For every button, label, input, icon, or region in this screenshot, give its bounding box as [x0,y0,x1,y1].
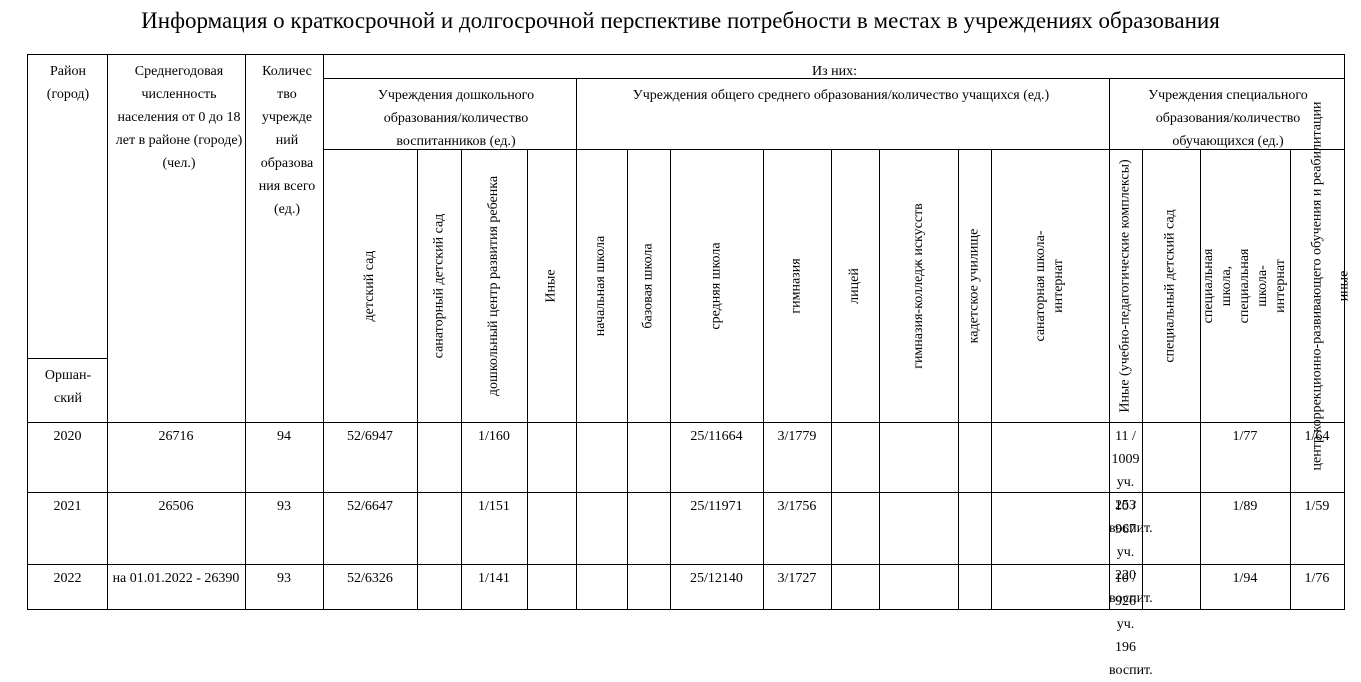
cell-value: 11 / 1009 уч. 253 воспит. [1109,429,1153,536]
hline-row-1 [28,492,1344,493]
cell-value: 52/6647 [347,499,393,514]
cell-count: 93 [277,499,291,514]
column-header-6: базовая школа [627,150,670,422]
vline-main-1 [245,55,246,609]
column-header-label: гимназия-колледж искусств [910,203,926,369]
column-header-4: Иные [527,150,576,422]
header-group-special: Учреждения специального образования/коли… [1148,88,1308,149]
column-header-label: гимназия [788,258,804,314]
cell-value: 25/12140 [690,571,743,586]
cell-value: 1/76 [1304,571,1330,586]
cell-value: 3/1756 [777,499,817,514]
column-header-label: специальный детский сад [1163,209,1179,363]
cell-value: 1/160 [478,429,510,444]
cell-value: 1/151 [478,499,510,514]
column-header-3: дошкольный центр развития ребенка [461,150,527,422]
vline-main-0 [107,55,108,609]
column-header-5: начальная школа [576,150,627,422]
vline-col-12 [1142,149,1143,609]
cell-value: 25/11664 [690,429,743,444]
cell-count: 93 [277,571,291,586]
vline-group-0 [576,78,577,609]
cell-value: 10 / 926 уч. 196 воспит. [1109,571,1153,678]
header-institution-count: Количес тво учрежде ний образова ния все… [258,64,316,217]
education-places-table: Район (город) Оршан-ский Среднегодовая ч… [27,54,1351,678]
column-header-15: специальная школа, специальная школа-инт… [1200,150,1290,422]
cell-year: 2021 [53,499,82,514]
cell-value: 10 / 967 уч. 220 воспит. [1109,499,1153,606]
column-header-label: санаторный детский сад [431,213,446,359]
cell-population: на 01.01.2022 - 26390 [112,571,240,586]
cell-population: 26506 [158,499,194,514]
vline-col-7 [831,149,832,609]
cell-value: 1/141 [478,571,510,586]
column-header-11: кадетское училище [958,150,991,422]
column-header-label: лицей [847,268,862,304]
hline-row-2 [28,564,1344,565]
cell-value: 3/1779 [777,429,817,444]
header-of-them: Из них: [811,64,857,79]
vline-col-1 [461,149,462,609]
vline-col-10 [991,149,992,609]
column-header-label: детский сад [362,250,377,322]
cell-value: 25/11971 [690,499,743,514]
header-group-general: Учреждения общего среднего образования/к… [632,88,1050,103]
header-population: Среднегодовая численность населения от 0… [115,64,243,171]
column-header-label: Иные (учебно-педагогические комплексы) [1117,159,1133,413]
column-header-1: детский сад [323,150,417,422]
cell-value: 1/77 [1232,429,1258,444]
column-header-label: центр коррекционно-развивающего обучения… [1309,101,1324,471]
column-header-7: средняя школа [670,150,763,422]
vline-col-0 [417,149,418,609]
header-district-name: Оршан-ский [44,368,92,406]
column-header-8: гимназия [763,150,831,422]
header-district: Район (город) [46,64,90,102]
cell-value: 1/59 [1304,499,1330,514]
column-header-label: кадетское училище [966,228,982,344]
column-header-2: санаторный детский сад [417,150,461,422]
cell-year: 2022 [53,571,82,586]
column-header-12: санаторная школа-интернат [991,150,1109,422]
vline-col-6 [763,149,764,609]
vline-col-9 [958,149,959,609]
vline-group-1 [1109,78,1110,609]
vline-col-13 [1200,149,1201,609]
column-header-label: начальная школа [593,235,609,337]
column-header-label: иные [1336,270,1352,302]
column-header-14: специальный детский сад [1142,150,1200,422]
hline-district [28,358,107,359]
column-header-label: дошкольный центр развития ребенка [486,175,501,397]
hline-groups [323,149,1344,150]
vline-col-8 [879,149,880,609]
column-header-9: лицей [831,150,879,422]
cell-value: 1/64 [1304,429,1330,444]
page-title: Информация о краткосрочной и долгосрочно… [141,8,1220,33]
cell-population: 26716 [158,429,194,444]
header-group-preschool: Учреждения дошкольного образования/колич… [377,88,535,149]
hline-row-0 [28,422,1344,423]
cell-count: 94 [277,429,291,444]
vline-main-2 [323,55,324,609]
cell-value: 52/6947 [347,429,393,444]
vline-col-4 [627,149,628,609]
column-header-label: базовая школа [640,243,656,329]
column-header-13: Иные (учебно-педагогические комплексы) [1109,150,1142,422]
cell-value: 1/89 [1232,499,1258,514]
vline-col-14 [1290,149,1291,609]
cell-value: 52/6326 [347,571,393,586]
column-header-label: специальная школа, специальная школа-инт… [1201,248,1288,324]
cell-value: 1/94 [1232,571,1258,586]
column-header-label: санаторная школа-интернат [1033,230,1066,342]
vline-col-5 [670,149,671,609]
column-header-10: гимназия-колледж искусств [879,150,958,422]
hline-of-them [323,78,1344,79]
column-header-label: Иные [543,269,559,303]
vline-col-2 [527,149,528,609]
column-header-label: средняя школа [708,242,724,330]
cell-year: 2020 [53,429,82,444]
cell-value: 3/1727 [777,571,817,586]
